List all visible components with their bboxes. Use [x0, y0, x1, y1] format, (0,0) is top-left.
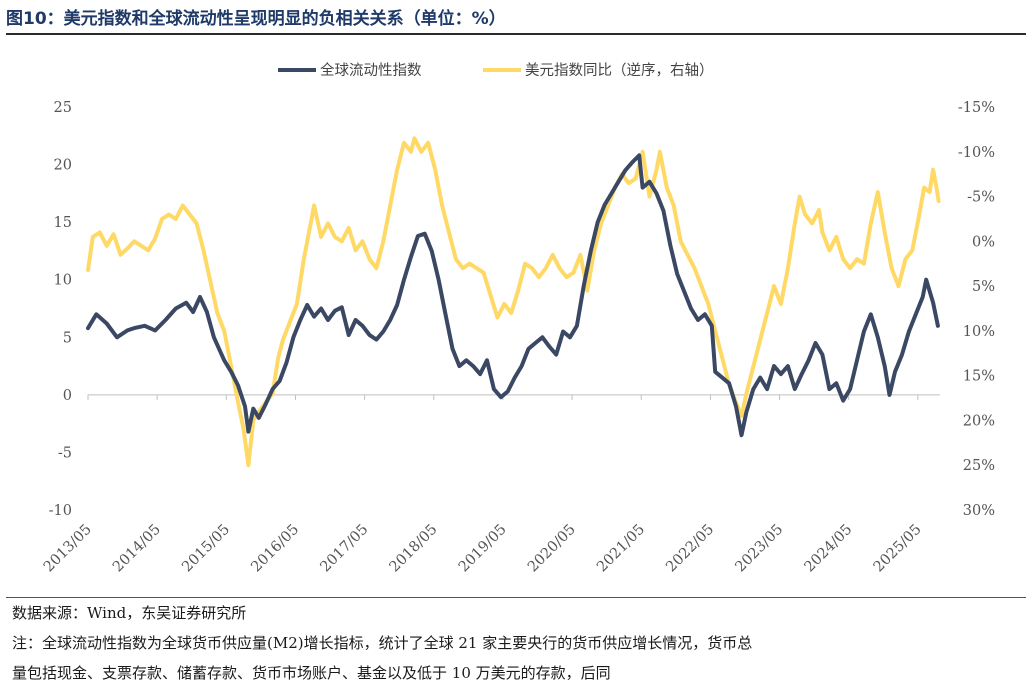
- legend: 全球流动性指数 美元指数同比（逆序，右轴）: [278, 61, 714, 79]
- footnote-line-1: 注：全球流动性指数为全球货币供应量(M2)增长指标，统计了全球 21 家主要央行…: [12, 634, 753, 652]
- line-chart: 2013/05 2014/05 2015/05 2016/05 2017/05 2018/…: [41, 61, 995, 575]
- right-y-tick-label: -10%: [958, 145, 995, 161]
- x-tick-label: 2015/05: [179, 522, 233, 576]
- x-tick-label: 2022/05: [663, 522, 717, 576]
- x-tick-label: 2023/05: [732, 522, 786, 576]
- left-y-tick-label: 10: [54, 273, 72, 289]
- series-layer: [86, 136, 941, 468]
- right-y-tick-label: 25%: [963, 458, 995, 474]
- x-tick-label: 2013/05: [41, 522, 95, 576]
- x-tick-label: 2018/05: [387, 522, 441, 576]
- right-y-tick-label: 0%: [972, 234, 995, 250]
- source-note: 数据来源：Wind，东吴证券研究所: [12, 604, 247, 622]
- right-y-tick-label: 5%: [972, 279, 995, 295]
- x-tick-label: 2019/05: [456, 522, 510, 576]
- right-y-tick-label: -15%: [958, 100, 995, 116]
- series-line-global-liquidity: [86, 153, 940, 438]
- x-tick-label: 2021/05: [594, 522, 648, 576]
- x-tick-label: 2016/05: [248, 522, 302, 576]
- footnote-line-2: 量包括现金、支票存款、储蓄存款、货币市场账户、基金以及低于 10 万美元的存款，…: [12, 664, 611, 682]
- legend-dxy-yoy-label: 美元指数同比（逆序，右轴）: [525, 62, 714, 79]
- x-tick-label: 2017/05: [318, 522, 372, 576]
- left-y-tick-label: 0: [63, 388, 72, 404]
- footer-rule: [6, 597, 1026, 598]
- right-y-tick-label: -5%: [967, 190, 995, 206]
- right-y-tick-label: 10%: [963, 324, 995, 340]
- left-y-tick-label: -10: [49, 503, 72, 519]
- left-y-tick-label: 25: [54, 100, 72, 116]
- right-y-tick-label: 30%: [963, 503, 995, 519]
- axis-layer: 2013/05 2014/05 2015/05 2016/05 2017/05 2018/…: [41, 100, 995, 575]
- x-tick-label: 2014/05: [110, 522, 164, 576]
- right-y-tick-label: 15%: [963, 369, 995, 385]
- series-line-dxy-yoy: [86, 136, 941, 468]
- figure-title: 图10：美元指数和全球流动性呈现明显的负相关关系（单位：%）: [6, 9, 506, 29]
- x-tick-label: 2024/05: [802, 522, 856, 576]
- legend-global-liquidity-label: 全球流动性指数: [320, 61, 422, 79]
- title-rule: [6, 33, 1026, 35]
- x-tick-label: 2025/05: [871, 522, 925, 576]
- x-tick-label: 2020/05: [525, 522, 579, 576]
- left-y-tick-label: 20: [54, 158, 72, 174]
- left-y-tick-label: 5: [63, 330, 72, 346]
- right-y-tick-label: 20%: [963, 413, 995, 429]
- left-y-tick-label: -5: [58, 445, 72, 461]
- left-y-tick-label: 15: [54, 215, 72, 231]
